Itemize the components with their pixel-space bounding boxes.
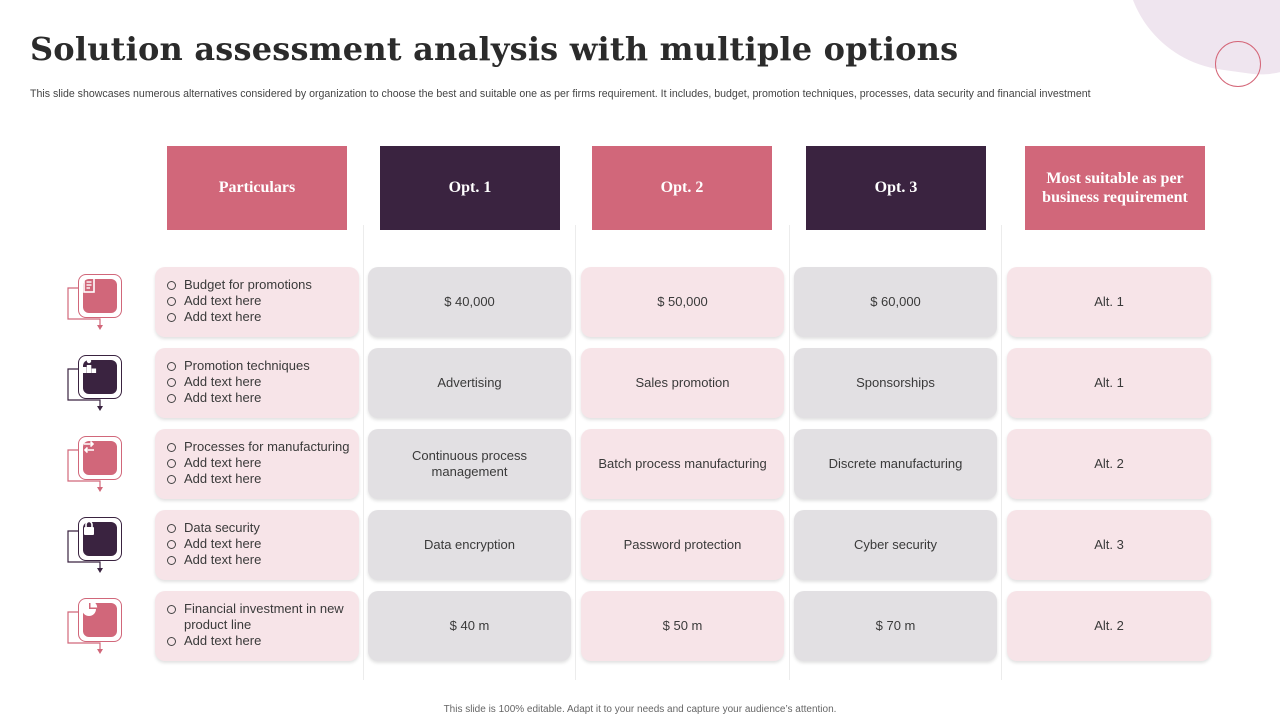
process-arrows-icon — [83, 440, 117, 475]
opt-3-cell: Sponsorships — [794, 348, 997, 418]
bullet-item: Budget for promotions — [165, 277, 351, 293]
connector-arrow-icon — [67, 611, 103, 654]
bullet-item: Add text here — [165, 374, 351, 390]
opt-1-cell: Data encryption — [368, 510, 571, 580]
bullet-list: Promotion techniques Add text here Add tex… — [165, 358, 351, 406]
row-icon-group — [64, 274, 124, 336]
row-icon-group — [64, 436, 124, 498]
connector-arrow-icon — [67, 287, 103, 330]
bullet-item: Add text here — [165, 455, 351, 471]
icon-frame — [78, 598, 122, 642]
opt-3-cell: Cyber security — [794, 510, 997, 580]
connector-arrow-icon — [67, 449, 103, 492]
bullet-list: Data security Add text here Add text here — [165, 520, 351, 568]
bullet-list: Processes for manufacturing Add text here… — [165, 439, 351, 487]
bullet-item: Processes for manufacturing — [165, 439, 351, 455]
header-opt-1: Opt. 1 — [380, 146, 560, 230]
particulars-cell: Data security Add text here Add text here — [155, 510, 359, 580]
opt-1-cell: $ 40,000 — [368, 267, 571, 337]
document-icon — [83, 277, 117, 313]
column-divider — [789, 225, 790, 680]
podium-icon — [82, 358, 117, 394]
particulars-cell: Financial investment in new product line… — [155, 591, 359, 661]
bullet-item: Add text here — [165, 633, 351, 649]
icon-frame — [78, 436, 122, 480]
connector-arrow-icon — [67, 368, 103, 411]
bullet-item: Add text here — [165, 471, 351, 487]
opt-2-cell: Password protection — [581, 510, 784, 580]
connector-arrow-icon — [67, 530, 103, 573]
header-most-suitable: Most suitable as per business requiremen… — [1025, 146, 1205, 230]
opt-2-cell: Sales promotion — [581, 348, 784, 418]
opt-3-cell: Discrete manufacturing — [794, 429, 997, 499]
opt-2-cell: $ 50,000 — [581, 267, 784, 337]
bullet-item: Data security — [165, 520, 351, 536]
opt-3-cell: $ 70 m — [794, 591, 997, 661]
opt-2-cell: Batch process manufacturing — [581, 429, 784, 499]
icon-frame — [78, 517, 122, 561]
bullet-item: Add text here — [165, 552, 351, 568]
header-opt-3: Opt. 3 — [806, 146, 986, 230]
bullet-item: Add text here — [165, 309, 351, 325]
bullet-item: Add text here — [165, 390, 351, 406]
most-suitable-cell: Alt. 3 — [1007, 510, 1211, 580]
row-icon-group — [64, 517, 124, 579]
column-divider — [363, 225, 364, 680]
column-divider — [1001, 225, 1002, 680]
bullet-item: Promotion techniques — [165, 358, 351, 374]
slide-title: Solution assessment analysis with multip… — [30, 30, 959, 68]
most-suitable-cell: Alt. 2 — [1007, 591, 1211, 661]
icon-frame — [78, 274, 122, 318]
opt-3-cell: $ 60,000 — [794, 267, 997, 337]
row-icon-group — [64, 598, 124, 660]
column-divider — [575, 225, 576, 680]
most-suitable-cell: Alt. 1 — [1007, 348, 1211, 418]
header-opt-2: Opt. 2 — [592, 146, 772, 230]
bullet-item: Add text here — [165, 293, 351, 309]
lock-icon — [83, 520, 117, 556]
row-icon-group — [64, 355, 124, 417]
decorative-ring — [1215, 41, 1261, 87]
bullet-item: Financial investment in new product line — [165, 601, 351, 633]
slide-footer: This slide is 100% editable. Adapt it to… — [443, 704, 837, 715]
bullet-list: Financial investment in new product line… — [165, 601, 351, 649]
header-particulars: Particulars — [167, 146, 347, 230]
icon-frame — [78, 355, 122, 399]
particulars-cell: Promotion techniques Add text here Add tex… — [155, 348, 359, 418]
most-suitable-cell: Alt. 1 — [1007, 267, 1211, 337]
slide-subtitle: This slide showcases numerous alternativ… — [30, 88, 1091, 100]
opt-1-cell: $ 40 m — [368, 591, 571, 661]
particulars-cell: Processes for manufacturing Add text here… — [155, 429, 359, 499]
pie-chart-icon — [82, 600, 117, 637]
particulars-cell: Budget for promotions Add text here Add te… — [155, 267, 359, 337]
opt-1-cell: Continuous process management — [368, 429, 571, 499]
opt-1-cell: Advertising — [368, 348, 571, 418]
most-suitable-cell: Alt. 2 — [1007, 429, 1211, 499]
bullet-list: Budget for promotions Add text here Add te… — [165, 277, 351, 325]
opt-2-cell: $ 50 m — [581, 591, 784, 661]
bullet-item: Add text here — [165, 536, 351, 552]
